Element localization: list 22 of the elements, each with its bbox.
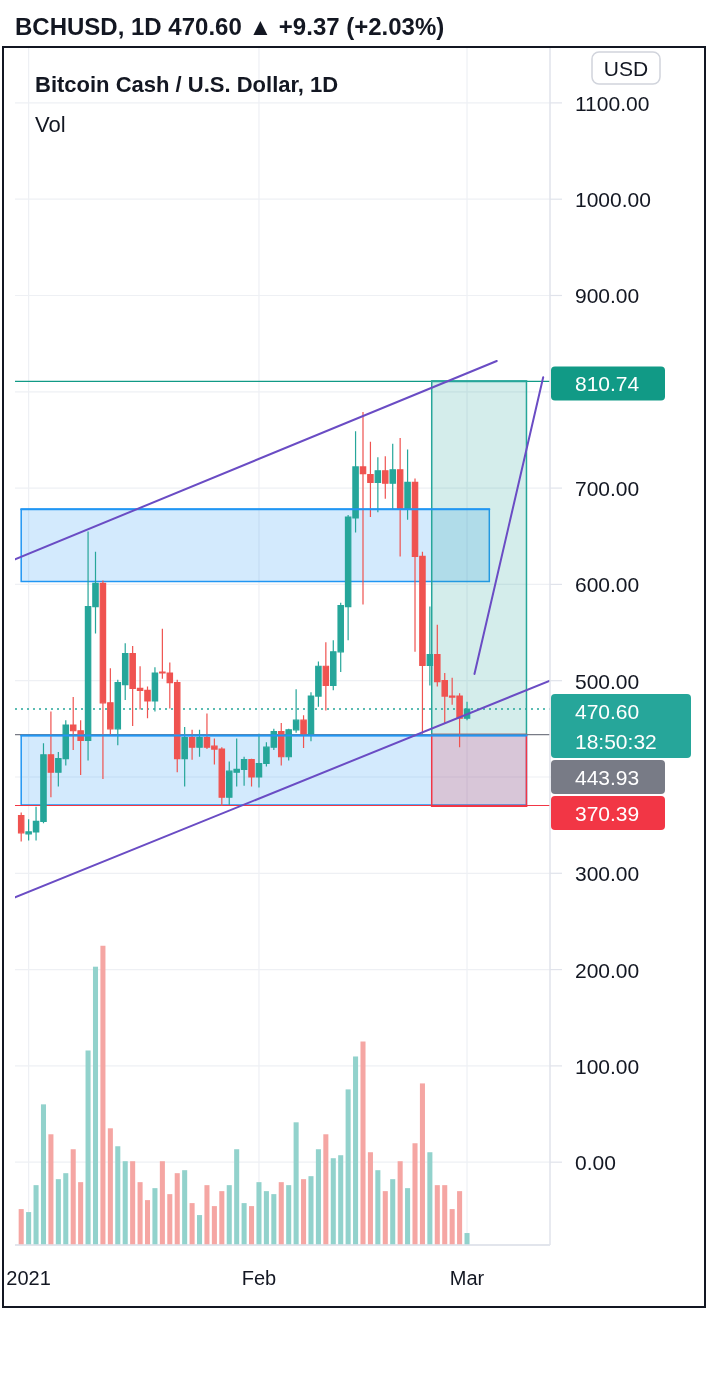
y-tick-label: 600.00 [575,572,640,596]
y-tick-label: 0.00 [575,1150,616,1174]
ref-line-label: 370.39 [575,801,640,825]
y-tick-label: 500.00 [575,669,640,693]
y-tick-label: 200.00 [575,958,640,982]
x-tick-label: Mar [449,1267,485,1289]
y-tick-label: 1100.00 [575,91,650,115]
y-tick-label: 100.00 [575,1054,640,1078]
x-tick-label: 2021 [6,1267,51,1289]
y-tick-label: 900.00 [575,283,640,307]
text: Bitcoin Cash / U.S. Dollar, 1D [35,71,339,97]
ref-line-label: 443.93 [575,765,640,789]
ref-line-label: 470.60 [575,699,640,723]
text: 18:50:32 [575,729,657,753]
y-tick-label: 1000.00 [575,187,651,211]
chart-title: Vol [35,111,66,137]
x-tick-label: Feb [241,1267,277,1289]
ref-line-label: 810.74 [575,371,640,395]
chart-title: BCHUSD, 1D 470.60 ▲ +9.37 (+2.03%) [15,12,445,40]
y-tick-label: 700.00 [575,476,640,500]
y-axis-title: USD [603,56,649,80]
y-tick-label: 300.00 [575,861,640,885]
